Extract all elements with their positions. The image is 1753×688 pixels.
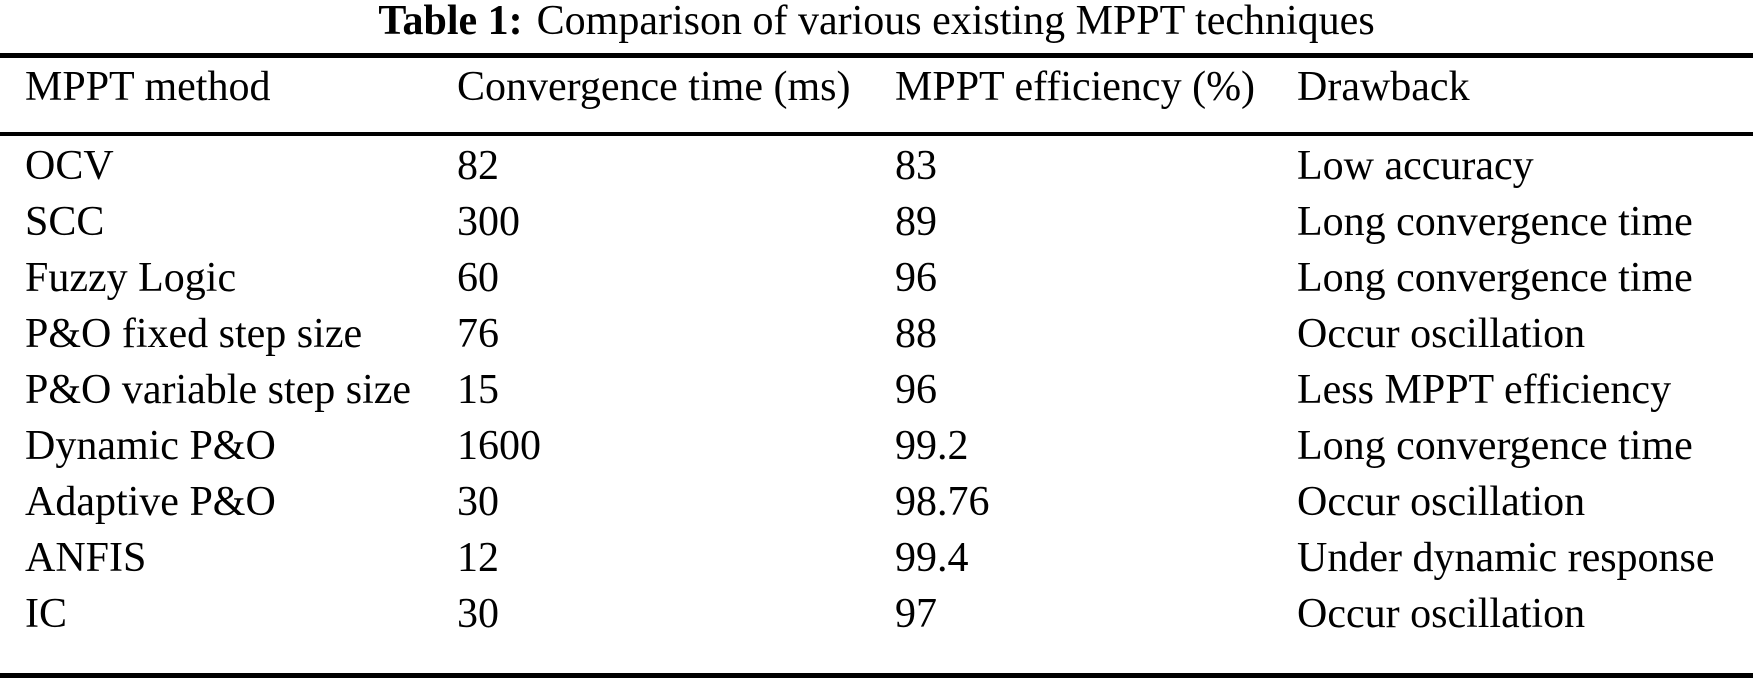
cell-efficiency: 89 xyxy=(895,199,937,245)
cell-convergence: 76 xyxy=(457,311,499,357)
table-row: Dynamic P&O 1600 99.2 Long convergence t… xyxy=(0,418,1753,474)
cell-efficiency: 96 xyxy=(895,255,937,301)
cell-drawback: Occur oscillation xyxy=(1297,311,1586,357)
cell-efficiency: 98.76 xyxy=(895,479,990,525)
cell-convergence: 82 xyxy=(457,143,499,189)
cell-efficiency: 88 xyxy=(895,311,937,357)
table-caption: Table 1: Comparison of various existing M… xyxy=(0,0,1753,53)
cell-drawback: Long convergence time xyxy=(1297,255,1693,301)
table-caption-text: Comparison of various existing MPPT tech… xyxy=(536,0,1375,44)
cell-efficiency: 99.4 xyxy=(895,535,969,581)
table-rule-top xyxy=(0,53,1753,58)
cell-drawback: Long convergence time xyxy=(1297,199,1693,245)
cell-efficiency: 99.2 xyxy=(895,423,969,469)
cell-method: P&O variable step size xyxy=(25,367,412,413)
table-header-row: MPPT method Convergence time (ms) MPPT e… xyxy=(0,58,1753,132)
cell-efficiency: 97 xyxy=(895,591,937,637)
cell-convergence: 300 xyxy=(457,199,520,245)
header-cell-efficiency: MPPT efficiency (%) xyxy=(895,64,1256,110)
cell-drawback: Less MPPT efficiency xyxy=(1297,367,1672,413)
table-row: OCV 82 83 Low accuracy xyxy=(0,138,1753,194)
cell-efficiency: 96 xyxy=(895,367,937,413)
cell-drawback: Under dynamic response xyxy=(1297,535,1715,581)
cell-method: OCV xyxy=(25,143,114,189)
cell-drawback: Occur oscillation xyxy=(1297,591,1586,637)
cell-method: Dynamic P&O xyxy=(25,423,276,469)
table-row: IC 30 97 Occur oscillation xyxy=(0,586,1753,642)
table-caption-label: Table 1: xyxy=(378,0,523,44)
cell-drawback: Long convergence time xyxy=(1297,423,1693,469)
cell-method: IC xyxy=(25,591,67,637)
table-row: Adaptive P&O 30 98.76 Occur oscillation xyxy=(0,474,1753,530)
cell-convergence: 60 xyxy=(457,255,499,301)
cell-convergence: 1600 xyxy=(457,423,541,469)
cell-method: SCC xyxy=(25,199,105,245)
table-row: ANFIS 12 99.4 Under dynamic response xyxy=(0,530,1753,586)
cell-convergence: 15 xyxy=(457,367,499,413)
cell-method: P&O fixed step size xyxy=(25,311,363,357)
table-row: P&O variable step size 15 96 Less MPPT e… xyxy=(0,362,1753,418)
cell-convergence: 12 xyxy=(457,535,499,581)
table-body: OCV 82 83 Low accuracy SCC 300 89 Long c… xyxy=(0,136,1753,642)
table-row: SCC 300 89 Long convergence time xyxy=(0,194,1753,250)
header-cell-method: MPPT method xyxy=(25,64,271,110)
header-cell-drawback: Drawback xyxy=(1297,64,1470,110)
cell-efficiency: 83 xyxy=(895,143,937,189)
table-row: P&O fixed step size 76 88 Occur oscillat… xyxy=(0,306,1753,362)
cell-convergence: 30 xyxy=(457,591,499,637)
table-rule-bottom xyxy=(0,673,1753,678)
cell-method: Adaptive P&O xyxy=(25,479,276,525)
cell-drawback: Occur oscillation xyxy=(1297,479,1586,525)
table-row: Fuzzy Logic 60 96 Long convergence time xyxy=(0,250,1753,306)
cell-drawback: Low accuracy xyxy=(1297,143,1534,189)
cell-method: ANFIS xyxy=(25,535,147,581)
cell-method: Fuzzy Logic xyxy=(25,255,237,301)
cell-convergence: 30 xyxy=(457,479,499,525)
table-rule-header-separator xyxy=(0,132,1753,136)
header-cell-convergence: Convergence time (ms) xyxy=(457,64,851,110)
